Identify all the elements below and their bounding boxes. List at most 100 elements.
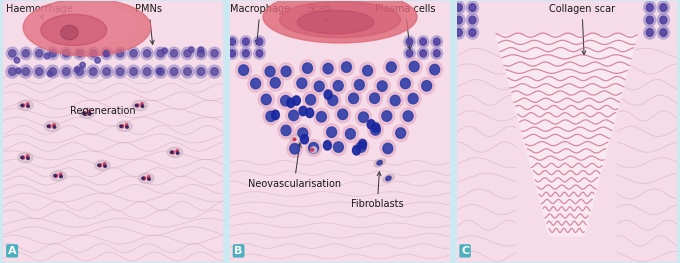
Ellipse shape — [27, 105, 29, 107]
Ellipse shape — [338, 109, 347, 120]
Ellipse shape — [208, 47, 220, 60]
Ellipse shape — [63, 68, 70, 75]
Ellipse shape — [103, 68, 110, 75]
Ellipse shape — [311, 78, 327, 95]
Ellipse shape — [281, 66, 291, 77]
Ellipse shape — [345, 129, 356, 139]
Ellipse shape — [197, 50, 205, 57]
Ellipse shape — [469, 29, 476, 37]
Ellipse shape — [104, 165, 106, 167]
Ellipse shape — [73, 47, 86, 60]
Circle shape — [367, 120, 375, 129]
Ellipse shape — [294, 75, 310, 92]
Ellipse shape — [278, 122, 294, 139]
Ellipse shape — [401, 78, 410, 89]
Ellipse shape — [406, 58, 422, 75]
Ellipse shape — [194, 65, 207, 78]
Ellipse shape — [658, 26, 669, 39]
Ellipse shape — [143, 50, 151, 57]
Ellipse shape — [646, 29, 653, 37]
Circle shape — [324, 90, 332, 99]
Ellipse shape — [397, 75, 413, 92]
Ellipse shape — [658, 14, 669, 27]
Ellipse shape — [456, 16, 462, 24]
Ellipse shape — [59, 173, 62, 176]
Ellipse shape — [434, 38, 440, 45]
Ellipse shape — [126, 126, 129, 128]
Ellipse shape — [343, 125, 358, 142]
Polygon shape — [496, 35, 637, 236]
Ellipse shape — [148, 176, 150, 179]
Ellipse shape — [156, 68, 162, 74]
Ellipse shape — [22, 50, 29, 57]
Ellipse shape — [390, 95, 400, 106]
Ellipse shape — [256, 38, 262, 45]
Ellipse shape — [143, 177, 146, 180]
Ellipse shape — [380, 140, 396, 157]
Ellipse shape — [141, 105, 143, 107]
Ellipse shape — [290, 144, 300, 154]
Ellipse shape — [49, 68, 56, 75]
Ellipse shape — [311, 147, 317, 153]
Ellipse shape — [139, 173, 154, 184]
Ellipse shape — [114, 47, 126, 60]
Ellipse shape — [22, 156, 24, 159]
Ellipse shape — [382, 111, 392, 121]
Ellipse shape — [314, 81, 324, 92]
Ellipse shape — [197, 68, 205, 75]
Ellipse shape — [22, 68, 30, 75]
Ellipse shape — [374, 159, 386, 167]
Ellipse shape — [76, 68, 84, 75]
Ellipse shape — [101, 47, 113, 60]
Ellipse shape — [303, 91, 319, 108]
Ellipse shape — [262, 63, 278, 80]
Ellipse shape — [98, 164, 101, 166]
Ellipse shape — [297, 78, 307, 88]
Ellipse shape — [103, 50, 110, 57]
Ellipse shape — [377, 81, 387, 91]
Ellipse shape — [267, 74, 283, 91]
Ellipse shape — [20, 65, 32, 78]
Ellipse shape — [80, 62, 86, 68]
Text: Fibroblasts: Fibroblasts — [351, 172, 404, 209]
Ellipse shape — [182, 47, 194, 60]
Ellipse shape — [114, 65, 126, 78]
Ellipse shape — [117, 121, 132, 132]
Ellipse shape — [90, 50, 97, 57]
Text: C: C — [461, 246, 469, 256]
Ellipse shape — [41, 14, 107, 45]
Ellipse shape — [254, 36, 265, 48]
Ellipse shape — [171, 151, 174, 154]
Ellipse shape — [60, 65, 73, 78]
Ellipse shape — [254, 48, 265, 59]
Ellipse shape — [330, 139, 346, 155]
Ellipse shape — [116, 50, 124, 57]
Ellipse shape — [20, 47, 32, 60]
Ellipse shape — [316, 112, 326, 122]
Ellipse shape — [103, 163, 106, 165]
Ellipse shape — [644, 14, 656, 27]
Ellipse shape — [99, 164, 101, 167]
Ellipse shape — [35, 68, 43, 75]
Ellipse shape — [328, 95, 338, 105]
Ellipse shape — [281, 95, 290, 106]
Ellipse shape — [236, 62, 252, 79]
Ellipse shape — [325, 92, 341, 109]
Ellipse shape — [141, 47, 153, 60]
Ellipse shape — [406, 50, 413, 57]
Text: Collagen scar: Collagen scar — [549, 4, 615, 55]
Ellipse shape — [171, 151, 173, 154]
Circle shape — [271, 110, 279, 120]
Ellipse shape — [80, 108, 95, 118]
Ellipse shape — [418, 36, 429, 48]
Ellipse shape — [176, 152, 179, 154]
Ellipse shape — [370, 93, 379, 103]
Ellipse shape — [427, 61, 443, 78]
Ellipse shape — [277, 92, 294, 109]
Ellipse shape — [324, 124, 339, 141]
Ellipse shape — [341, 62, 352, 72]
Ellipse shape — [404, 36, 415, 48]
Ellipse shape — [330, 77, 346, 94]
Ellipse shape — [335, 106, 351, 123]
Ellipse shape — [356, 142, 366, 152]
